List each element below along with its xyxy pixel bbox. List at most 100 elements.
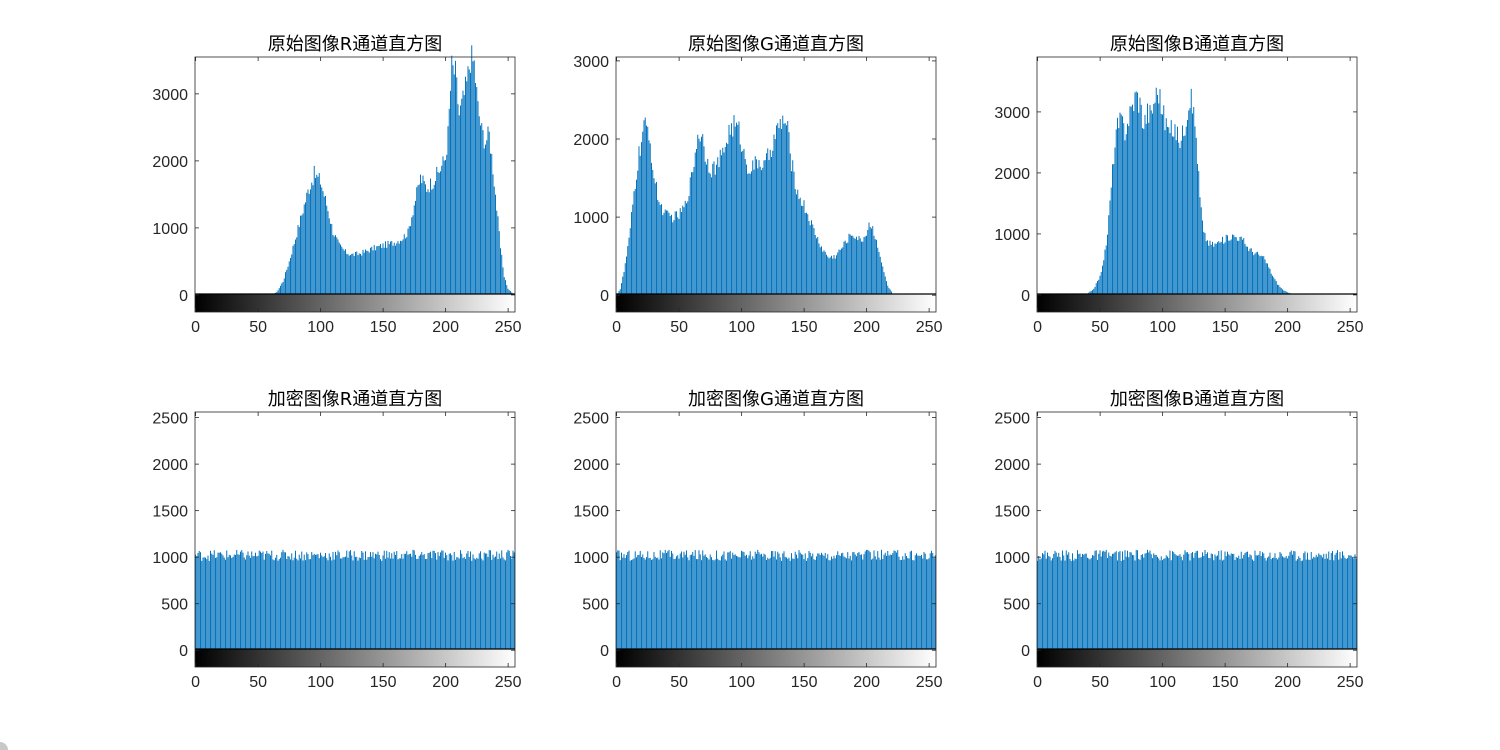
- bar: [335, 551, 336, 651]
- bar: [846, 558, 847, 651]
- bar: [481, 558, 483, 651]
- bar: [1098, 553, 1100, 651]
- bar: [747, 173, 749, 296]
- bar: [789, 153, 791, 296]
- bar: [1218, 550, 1220, 651]
- bar: [451, 55, 453, 295]
- bar: [473, 558, 475, 651]
- bar: [1307, 552, 1308, 651]
- bar: [1178, 555, 1180, 651]
- bar: [739, 144, 741, 296]
- bar: [1212, 554, 1213, 651]
- bar: [1052, 558, 1053, 651]
- bar: [1054, 550, 1056, 651]
- bar: [1282, 556, 1283, 651]
- bar: [826, 254, 827, 296]
- bar: [707, 158, 709, 296]
- bar: [1272, 557, 1273, 651]
- bar: [478, 553, 480, 651]
- bar: [928, 558, 930, 651]
- bar: [711, 557, 712, 651]
- bar: [1157, 556, 1158, 651]
- bar: [498, 553, 500, 651]
- bar: [1158, 558, 1160, 651]
- bar: [1080, 556, 1082, 651]
- bar: [332, 551, 334, 651]
- bar: [485, 144, 486, 295]
- bar: [1270, 273, 1272, 295]
- bar: [1204, 549, 1206, 651]
- bar: [406, 551, 408, 651]
- bar: [238, 554, 240, 651]
- bar: [862, 241, 864, 296]
- bar: [931, 550, 932, 651]
- bar: [639, 155, 641, 296]
- bar: [392, 245, 394, 295]
- bar: [637, 555, 639, 651]
- bar: [802, 554, 804, 651]
- bar: [1125, 134, 1127, 295]
- bar: [491, 559, 493, 651]
- bar: [388, 244, 390, 295]
- resize-grip[interactable]: [0, 742, 8, 750]
- bar: [262, 551, 264, 651]
- bar: [808, 221, 810, 296]
- bar: [663, 212, 665, 296]
- bar: [326, 558, 328, 651]
- bar: [1268, 556, 1270, 651]
- bar: [383, 550, 385, 651]
- bar: [468, 557, 470, 651]
- bar: [626, 256, 627, 296]
- bar: [771, 551, 772, 651]
- bar: [1172, 551, 1173, 651]
- bar: [669, 556, 671, 651]
- bar: [722, 554, 724, 651]
- bar: [465, 558, 466, 651]
- bar: [1084, 553, 1086, 651]
- bar: [288, 261, 290, 295]
- bar: [1200, 557, 1202, 651]
- bar: [882, 266, 884, 296]
- bar: [769, 149, 771, 296]
- bar: [1142, 128, 1143, 295]
- bar: [201, 560, 203, 651]
- bar: [345, 556, 346, 651]
- bar: [686, 550, 687, 651]
- bar: [766, 560, 767, 651]
- bar: [497, 559, 499, 651]
- bar: [322, 191, 324, 295]
- bar: [1209, 240, 1211, 295]
- bar: [662, 552, 664, 651]
- bar: [1180, 140, 1182, 295]
- bar: [507, 288, 509, 295]
- bar: [891, 555, 892, 651]
- bar: [406, 237, 408, 295]
- bar: [367, 557, 369, 651]
- bar: [355, 251, 356, 295]
- bar: [751, 171, 752, 296]
- chart-title: 原始图像R通道直方图: [268, 34, 443, 55]
- bar: [1133, 111, 1135, 295]
- bar: [698, 550, 700, 651]
- bar: [463, 557, 465, 651]
- bar: [646, 125, 647, 296]
- bar: [440, 552, 441, 651]
- bar: [350, 550, 351, 651]
- bar: [436, 166, 438, 295]
- bar: [1195, 551, 1197, 651]
- y-tick-label: 2500: [152, 411, 188, 428]
- colorbar: [195, 649, 515, 667]
- bar: [1314, 557, 1316, 651]
- bar: [1210, 553, 1212, 651]
- bar: [684, 554, 686, 651]
- bar: [803, 200, 805, 296]
- bar: [386, 247, 388, 295]
- y-tick-label: 500: [582, 597, 609, 614]
- x-tick-label: 50: [670, 319, 688, 336]
- bar: [1232, 234, 1233, 295]
- bar: [754, 156, 756, 296]
- bar: [794, 189, 796, 296]
- bar: [468, 69, 470, 295]
- bar: [836, 255, 837, 296]
- bar: [763, 553, 765, 651]
